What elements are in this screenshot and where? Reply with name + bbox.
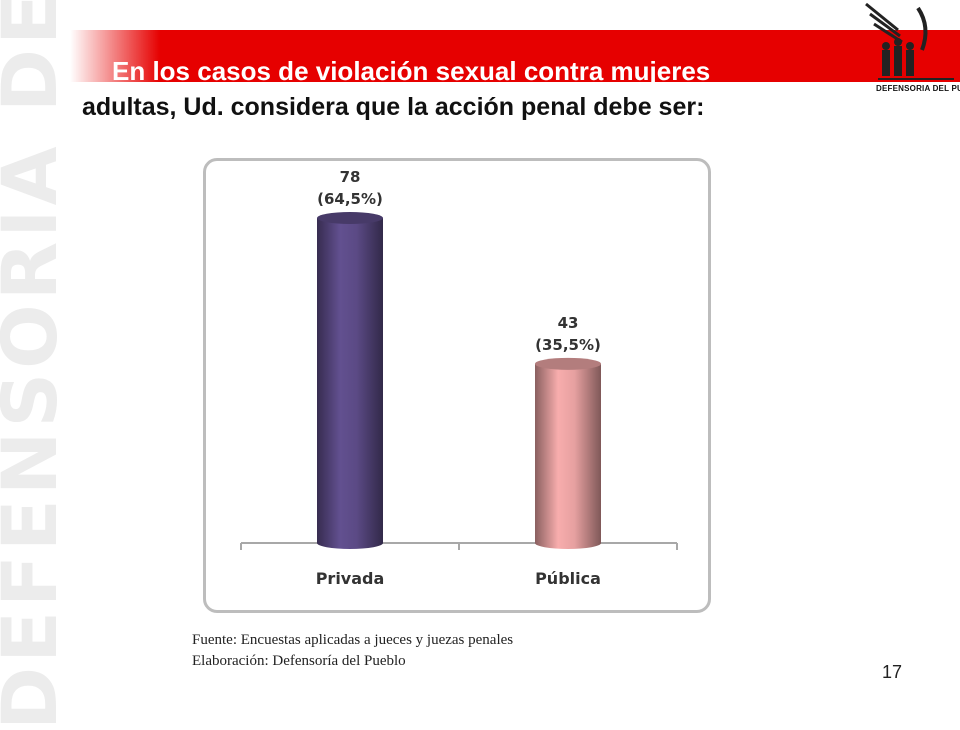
category-label: Pública bbox=[535, 569, 601, 588]
logo-text: DEFENSORIA DEL PUEBLO bbox=[876, 84, 960, 93]
data-label-count: 43 bbox=[558, 314, 579, 332]
category-label: Privada bbox=[316, 569, 385, 588]
bar-privada bbox=[317, 218, 383, 549]
elaboration-note: Elaboración: Defensoría del Pueblo bbox=[192, 653, 406, 669]
page-title-line1: En los casos de violación sexual contra … bbox=[112, 56, 711, 82]
bar-top-privada bbox=[317, 212, 383, 224]
chart-frame bbox=[203, 158, 711, 613]
page-number: 17 bbox=[882, 662, 903, 682]
source-note: Fuente: Encuestas aplicadas a jueces y j… bbox=[192, 632, 514, 648]
defensoria-emblem-icon bbox=[865, 2, 954, 80]
bar-top-pública bbox=[535, 357, 601, 370]
bar-pública bbox=[535, 363, 601, 549]
data-label-count: 78 bbox=[340, 168, 361, 186]
page-title-line2: adultas, Ud. considera que la acción pen… bbox=[82, 93, 705, 121]
data-label-percent: (64,5%) bbox=[317, 190, 383, 208]
title-band bbox=[70, 30, 960, 82]
data-label-percent: (35,5%) bbox=[535, 336, 601, 354]
